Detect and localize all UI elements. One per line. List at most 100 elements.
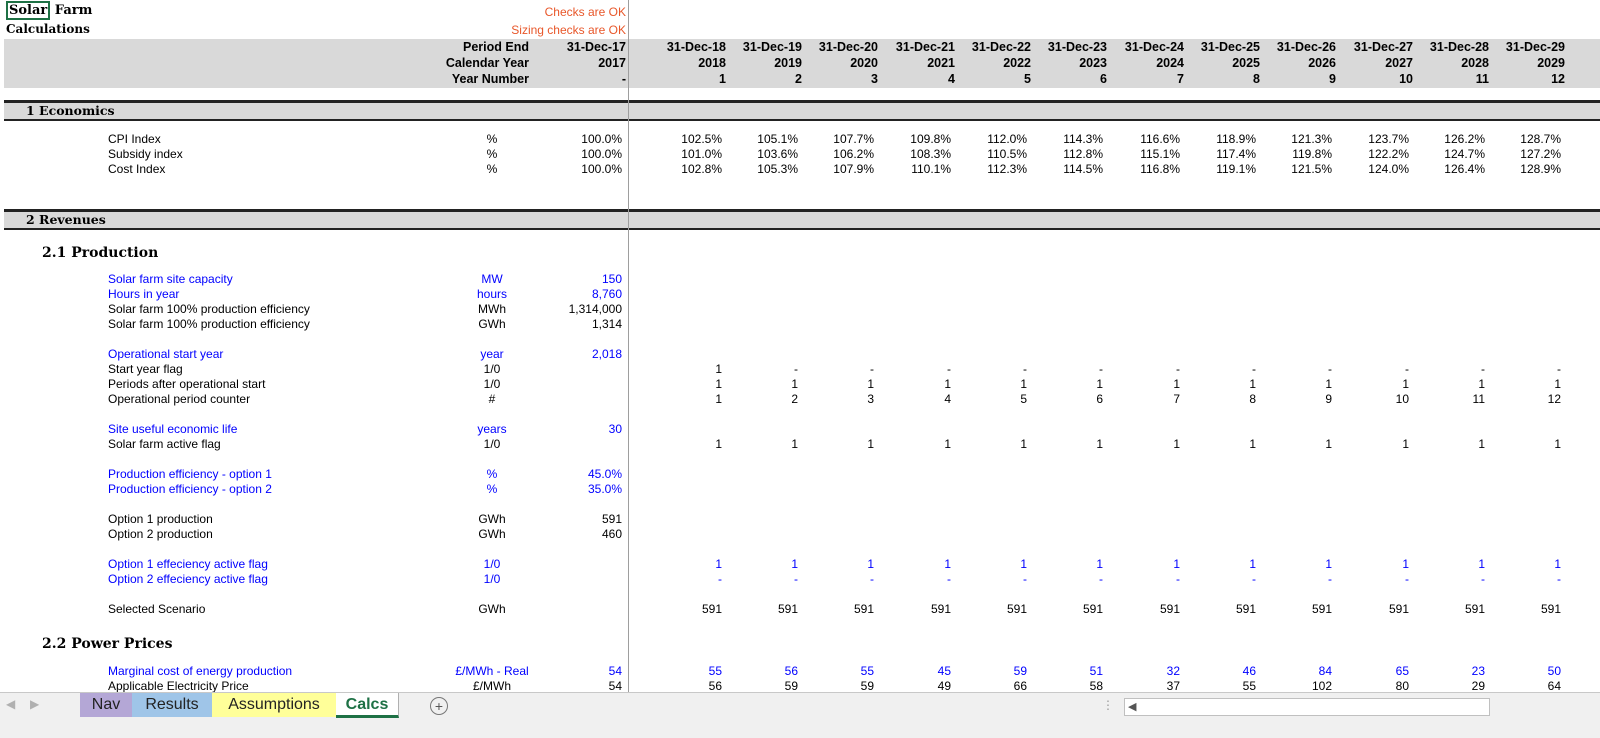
row-period-value[interactable]: - bbox=[1481, 362, 1485, 376]
row-period-value[interactable]: 121.5% bbox=[1291, 162, 1332, 176]
row-period-value[interactable]: 7 bbox=[1173, 392, 1180, 406]
row-period-value[interactable]: 1 bbox=[1554, 557, 1561, 571]
row-period-value[interactable]: 1 bbox=[715, 557, 722, 571]
row-period-value[interactable]: 119.1% bbox=[1216, 162, 1256, 176]
row-unit[interactable]: 1/0 bbox=[483, 437, 501, 451]
row-period-value[interactable]: 1 bbox=[1554, 437, 1561, 451]
row-period-value[interactable]: - bbox=[1405, 362, 1409, 376]
row-period-value[interactable]: - bbox=[1252, 572, 1256, 586]
row-period-value[interactable]: 1 bbox=[1249, 557, 1256, 571]
row-period-value[interactable]: - bbox=[870, 572, 874, 586]
row-unit[interactable]: 1/0 bbox=[483, 362, 501, 376]
row-unit[interactable]: GWh bbox=[478, 527, 506, 541]
row-constant[interactable]: 1,314 bbox=[591, 317, 622, 331]
row-unit[interactable]: year bbox=[480, 347, 504, 361]
row-period-value[interactable]: 1 bbox=[1478, 557, 1485, 571]
row-period-value[interactable]: 50 bbox=[1547, 664, 1561, 678]
row-period-value[interactable]: 1 bbox=[1020, 437, 1027, 451]
row-period-value[interactable]: 1 bbox=[715, 437, 722, 451]
row-period-value[interactable]: - bbox=[1176, 362, 1180, 376]
row-period-value[interactable]: 59 bbox=[784, 679, 798, 693]
row-period-value[interactable]: 1 bbox=[1249, 437, 1256, 451]
row-period-value[interactable]: 591 bbox=[930, 602, 951, 616]
row-constant[interactable]: 591 bbox=[601, 512, 622, 526]
row-constant[interactable]: 35.0% bbox=[587, 482, 622, 496]
row-label[interactable]: Hours in year bbox=[108, 287, 180, 301]
row-period-value[interactable]: 591 bbox=[1388, 602, 1409, 616]
row-period-value[interactable]: 11 bbox=[1472, 392, 1485, 406]
row-unit[interactable]: GWh bbox=[478, 602, 506, 616]
row-period-value[interactable]: 59 bbox=[1013, 664, 1027, 678]
row-period-value[interactable]: 591 bbox=[1159, 602, 1180, 616]
row-period-value[interactable]: 105.3% bbox=[757, 162, 798, 176]
row-unit[interactable]: MW bbox=[481, 272, 503, 286]
row-period-value[interactable]: 591 bbox=[1540, 602, 1561, 616]
row-label[interactable]: Solar farm active flag bbox=[108, 437, 221, 451]
row-period-value[interactable]: 101.0% bbox=[681, 147, 722, 161]
row-constant[interactable]: 8,760 bbox=[591, 287, 622, 301]
row-period-value[interactable]: 126.4% bbox=[1444, 162, 1485, 176]
row-period-value[interactable]: 45 bbox=[937, 664, 951, 678]
row-period-value[interactable]: - bbox=[1557, 572, 1561, 586]
row-constant[interactable]: 54 bbox=[608, 664, 622, 678]
row-period-value[interactable]: 121.3% bbox=[1291, 132, 1332, 146]
row-period-value[interactable]: 114.5% bbox=[1063, 162, 1103, 176]
row-period-value[interactable]: 1 bbox=[867, 437, 874, 451]
row-period-value[interactable]: 1 bbox=[1402, 437, 1409, 451]
prev-sheet-arrow-icon[interactable]: ◀ bbox=[6, 697, 16, 711]
row-unit[interactable]: % bbox=[486, 147, 498, 161]
row-period-value[interactable]: 59 bbox=[860, 679, 874, 693]
row-period-value[interactable]: 107.9% bbox=[833, 162, 874, 176]
row-period-value[interactable]: - bbox=[794, 362, 798, 376]
row-period-value[interactable]: 56 bbox=[784, 664, 798, 678]
row-period-value[interactable]: - bbox=[1099, 362, 1103, 376]
row-label[interactable]: Option 1 effeciency active flag bbox=[108, 557, 268, 571]
row-period-value[interactable]: 112.3% bbox=[987, 162, 1027, 176]
row-period-value[interactable]: - bbox=[1023, 572, 1027, 586]
row-period-value[interactable]: 80 bbox=[1395, 679, 1409, 693]
row-period-value[interactable]: 102.5% bbox=[681, 132, 722, 146]
row-label[interactable]: Marginal cost of energy production bbox=[108, 664, 293, 678]
row-period-value[interactable]: 112.0% bbox=[987, 132, 1027, 146]
row-label[interactable]: Start year flag bbox=[108, 362, 183, 376]
row-unit[interactable]: years bbox=[477, 422, 507, 436]
row-period-value[interactable]: 23 bbox=[1471, 664, 1485, 678]
row-period-value[interactable]: 84 bbox=[1318, 664, 1332, 678]
sheet-title[interactable]: Solar Farm bbox=[6, 1, 92, 20]
row-period-value[interactable]: 122.2% bbox=[1368, 147, 1409, 161]
row-label[interactable]: Site useful economic life bbox=[108, 422, 238, 436]
row-constant[interactable]: 2,018 bbox=[591, 347, 622, 361]
row-unit[interactable]: GWh bbox=[478, 512, 506, 526]
row-label[interactable]: Option 1 production bbox=[108, 512, 213, 526]
row-period-value[interactable]: 128.9% bbox=[1520, 162, 1561, 176]
row-label[interactable]: Operational start year bbox=[108, 347, 224, 361]
row-period-value[interactable]: 123.7% bbox=[1368, 132, 1409, 146]
row-period-value[interactable]: 1 bbox=[791, 437, 798, 451]
row-period-value[interactable]: 4 bbox=[944, 392, 951, 406]
row-period-value[interactable]: 1 bbox=[1020, 377, 1027, 391]
row-period-value[interactable]: 591 bbox=[1464, 602, 1485, 616]
row-period-value[interactable]: 1 bbox=[944, 377, 951, 391]
row-period-value[interactable]: 58 bbox=[1089, 679, 1103, 693]
row-unit[interactable]: £/MWh - Real bbox=[455, 664, 529, 678]
row-constant[interactable]: 100.0% bbox=[581, 132, 622, 146]
row-unit[interactable]: % bbox=[486, 482, 498, 496]
row-period-value[interactable]: 66 bbox=[1013, 679, 1027, 693]
row-period-value[interactable]: 51 bbox=[1089, 664, 1103, 678]
row-period-value[interactable]: 1 bbox=[1173, 437, 1180, 451]
row-period-value[interactable]: 591 bbox=[1235, 602, 1256, 616]
row-unit[interactable]: % bbox=[486, 132, 498, 146]
row-constant[interactable]: 30 bbox=[608, 422, 622, 436]
row-period-value[interactable]: 29 bbox=[1471, 679, 1485, 693]
row-period-value[interactable]: 127.2% bbox=[1520, 147, 1561, 161]
row-period-value[interactable]: 1 bbox=[1325, 377, 1332, 391]
row-period-value[interactable]: 115.1% bbox=[1140, 147, 1180, 161]
row-period-value[interactable]: 1 bbox=[1096, 377, 1103, 391]
row-constant[interactable]: 460 bbox=[601, 527, 622, 541]
row-period-value[interactable]: - bbox=[947, 362, 951, 376]
row-period-value[interactable]: 6 bbox=[1096, 392, 1103, 406]
row-unit[interactable]: £/MWh bbox=[472, 679, 511, 693]
row-period-value[interactable]: 1 bbox=[944, 437, 951, 451]
row-period-value[interactable]: 56 bbox=[708, 679, 722, 693]
row-period-value[interactable]: - bbox=[1328, 362, 1332, 376]
